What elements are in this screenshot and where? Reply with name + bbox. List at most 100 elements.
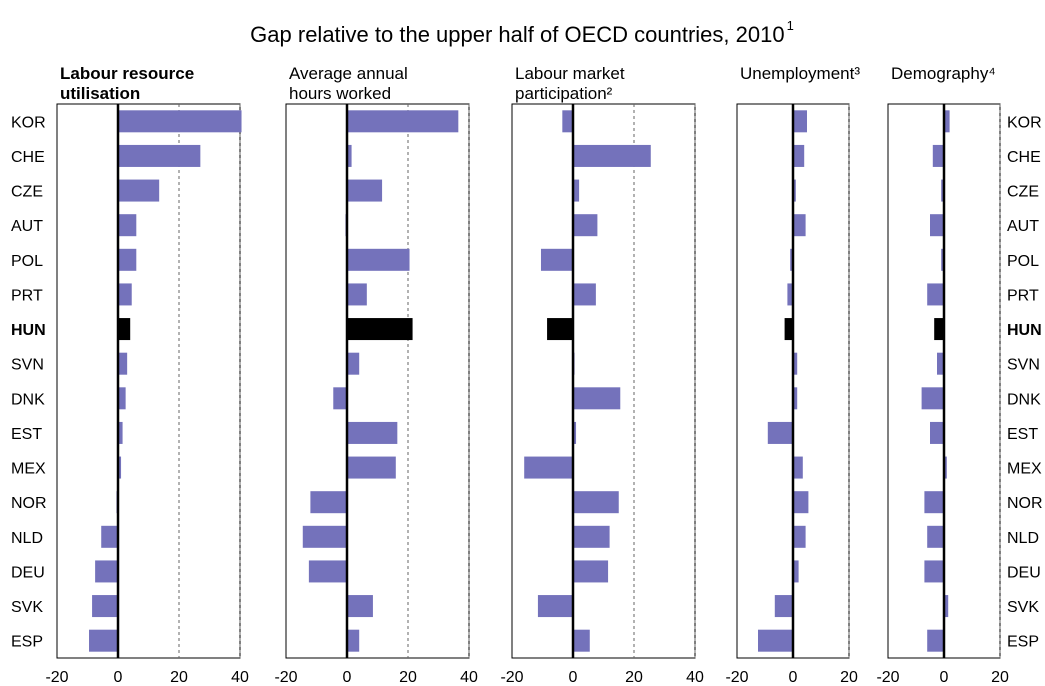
bar-cze	[793, 179, 796, 202]
category-label: CZE	[1007, 184, 1039, 201]
category-label: CHE	[1007, 149, 1041, 166]
bar-deu	[573, 560, 609, 583]
tick-label: 20	[991, 669, 1009, 686]
tick-label: 20	[170, 669, 188, 686]
panel-title: participation²	[515, 84, 613, 103]
category-label: POL	[1007, 253, 1039, 270]
bar-aut	[793, 214, 806, 237]
bar-che	[118, 144, 201, 167]
category-label: HUN	[11, 322, 46, 339]
bar-pol	[540, 248, 573, 271]
bar-hun	[347, 318, 413, 341]
bar-esp	[347, 629, 360, 652]
bar-nld	[927, 525, 944, 548]
panel-title: hours worked	[289, 84, 391, 103]
tick-label: 40	[686, 669, 704, 686]
bar-mex	[524, 456, 573, 479]
bar-che	[793, 144, 805, 167]
category-label: NOR	[11, 495, 47, 512]
tick-label: -20	[274, 669, 297, 686]
bar-svn	[937, 352, 944, 375]
panel-4: Unemployment³ -20 0 20	[725, 64, 860, 686]
tick-label: -20	[876, 669, 899, 686]
category-label: NLD	[1007, 530, 1039, 547]
bar-pol	[790, 248, 793, 271]
bar-aut	[573, 214, 598, 237]
category-label: AUT	[11, 218, 43, 235]
bar-hun	[118, 318, 131, 341]
panel-title: Average annual	[289, 64, 408, 83]
bar-est	[573, 421, 577, 444]
category-label: SVN	[11, 357, 44, 374]
bar-prt	[347, 283, 367, 306]
bar-nor	[310, 491, 347, 514]
tick-label: -20	[500, 669, 523, 686]
category-label: CZE	[11, 184, 43, 201]
tick-label: 40	[460, 669, 478, 686]
chart-title-group: Gap relative to the upper half of OECD c…	[250, 18, 794, 47]
category-label: KOR	[1007, 114, 1042, 131]
bar-prt	[927, 283, 944, 306]
tick-label: 0	[343, 669, 352, 686]
category-label: HUN	[1007, 322, 1042, 339]
category-label: ESP	[11, 634, 43, 651]
panel-title: utilisation	[60, 84, 140, 103]
bar-est	[930, 421, 944, 444]
tick-label: 20	[399, 669, 417, 686]
bar-mex	[347, 456, 396, 479]
bar-nld	[793, 525, 806, 548]
bar-dnk	[793, 387, 798, 410]
category-label: PRT	[11, 287, 43, 304]
bar-kor	[118, 110, 242, 133]
bar-aut	[118, 214, 137, 237]
bar-svn	[347, 352, 360, 375]
bar-svk	[92, 595, 118, 618]
category-label: EST	[1007, 426, 1038, 443]
tick-label: 20	[625, 669, 643, 686]
bar-deu	[95, 560, 118, 583]
bar-cze	[118, 179, 160, 202]
bar-prt	[787, 283, 793, 306]
bar-kor	[793, 110, 807, 133]
category-label: EST	[11, 426, 42, 443]
bar-esp	[89, 629, 118, 652]
bar-svn	[118, 352, 128, 375]
category-label: DEU	[1007, 564, 1041, 581]
category-label: SVK	[1007, 599, 1039, 616]
bar-est	[118, 421, 123, 444]
category-label: MEX	[1007, 461, 1042, 478]
bar-svk	[347, 595, 373, 618]
bar-aut	[930, 214, 944, 237]
bar-prt	[118, 283, 132, 306]
panel-title: Demography⁴	[891, 64, 996, 83]
category-labels-left: KOR CHE CZE AUT POL PRT HUN SVN DNK EST MEX NOR NLD D…	[11, 114, 47, 650]
chart-title: Gap relative to the upper half of OECD c…	[250, 22, 784, 47]
bar-mex	[944, 456, 947, 479]
bar-esp	[927, 629, 944, 652]
bar-prt	[573, 283, 596, 306]
category-label: SVK	[11, 599, 43, 616]
bar-deu	[924, 560, 944, 583]
panel-5: Demography⁴ -20 0 20	[876, 64, 1009, 686]
bar-nld	[302, 525, 347, 548]
bar-dnk	[118, 387, 126, 410]
bar-nor	[924, 491, 944, 514]
category-label: NOR	[1007, 495, 1043, 512]
bar-esp	[758, 629, 793, 652]
category-labels-right: KOR CHE CZE AUT POL PRT HUN SVN DNK EST MEX NOR NLD D…	[1007, 114, 1043, 650]
bar-svk	[944, 595, 949, 618]
category-label: KOR	[11, 114, 46, 131]
category-label: AUT	[1007, 218, 1039, 235]
bar-cze	[347, 179, 383, 202]
bar-hun	[934, 318, 944, 341]
bar-pol	[941, 248, 944, 271]
bar-pol	[118, 248, 137, 271]
category-label: NLD	[11, 530, 43, 547]
category-label: PRT	[1007, 287, 1039, 304]
bar-nld	[573, 525, 610, 548]
bar-est	[347, 421, 398, 444]
